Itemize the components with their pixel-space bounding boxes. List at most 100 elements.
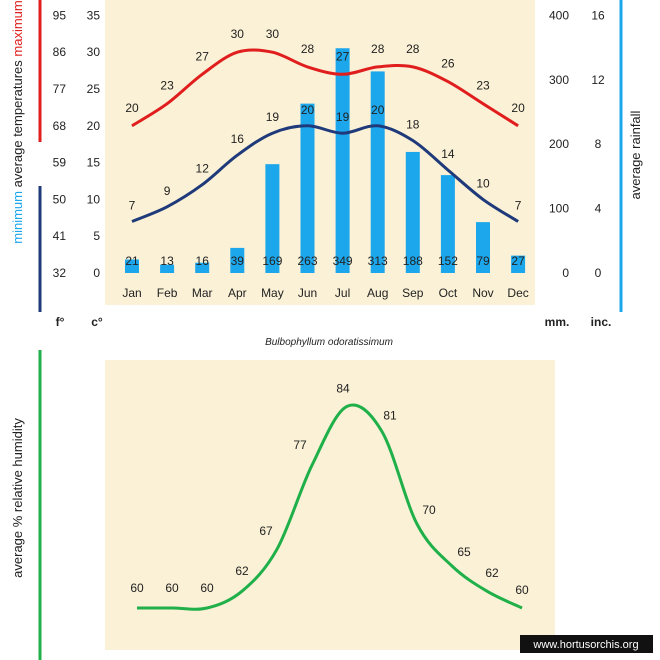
rainfall-bar — [440, 175, 455, 273]
humidity-value-label: 67 — [259, 524, 273, 538]
rainfall-bar — [195, 262, 210, 273]
max-temp-label: 30 — [231, 27, 245, 41]
humidity-series: 60 60 60 62 67 77 84 81 70 65 62 60 — [130, 381, 529, 611]
rainfall-value-label: 21 — [125, 254, 139, 268]
rainfall-value-label: 188 — [403, 254, 423, 268]
watermark: www.hortusorchis.org — [532, 639, 638, 651]
celsius-tick-label: 30 — [87, 45, 101, 59]
max-temp-label: 20 — [511, 101, 525, 115]
humidity-value-label: 62 — [235, 564, 249, 578]
month-label: Jun — [298, 286, 317, 300]
min-temp-label: 18 — [406, 118, 420, 132]
rainfall-bar — [476, 222, 490, 273]
min-temp-label: 7 — [129, 198, 136, 212]
month-label: Sep — [402, 286, 424, 300]
mm-tick-label: 300 — [549, 73, 569, 87]
max-temp-label: 28 — [371, 42, 385, 56]
rainfall-value-label: 27 — [511, 254, 525, 268]
humidity-value-label: 81 — [383, 409, 397, 423]
humidity-value-label: 60 — [130, 581, 144, 595]
min-temp-label: 20 — [301, 103, 315, 117]
rainfall-axis-title: average rainfall — [628, 110, 643, 199]
fahrenheit-tick-label: 32 — [53, 266, 67, 280]
max-temp-label: 26 — [441, 57, 455, 71]
rainfall-value-label: 79 — [476, 254, 490, 268]
month-label: Mar — [192, 286, 213, 300]
celsius-tick-label: 35 — [87, 8, 101, 22]
month-label: Dec — [507, 286, 528, 300]
rainfall-bar — [125, 259, 139, 273]
min-temp-label: 7 — [515, 198, 522, 212]
min-temp-label: 14 — [441, 147, 455, 161]
min-temp-label: 16 — [231, 132, 245, 146]
celsius-tick-label: 25 — [87, 82, 101, 96]
month-label: Jan — [122, 286, 141, 300]
rainfall-value-label: 263 — [297, 254, 317, 268]
temperature-axis-title: minimum average temperatures maximum — [10, 0, 25, 244]
inch-tick-label: 4 — [595, 202, 602, 216]
humidity-value-label: 60 — [515, 583, 529, 597]
rainfall-value-label: 349 — [333, 254, 353, 268]
rainfall-value-label: 39 — [231, 254, 245, 268]
fahrenheit-tick-label: 77 — [53, 82, 67, 96]
fahrenheit-tick-label: 41 — [53, 229, 67, 243]
maximum-temperature-line — [131, 48, 519, 128]
rainfall-bar — [370, 71, 385, 273]
month-label: Oct — [439, 286, 458, 300]
fahrenheit-tick-label: 68 — [53, 119, 67, 133]
max-temp-label: 28 — [301, 42, 315, 56]
celsius-tick-label: 0 — [93, 266, 100, 280]
rainfall-bar — [160, 264, 175, 273]
max-temp-label: 27 — [336, 49, 350, 63]
mm-tick-label: 400 — [549, 8, 569, 22]
month-label: Aug — [367, 286, 388, 300]
rainfall-bars — [125, 48, 526, 274]
mm-unit-label: mm. — [545, 315, 570, 329]
fahrenheit-tick-label: 95 — [53, 8, 67, 22]
celsius-tick-label: 5 — [93, 229, 100, 243]
mm-tick-label: 100 — [549, 202, 569, 216]
rainfall-bar — [405, 151, 420, 273]
rainfall-bar — [335, 48, 350, 273]
max-temp-label: 30 — [266, 27, 280, 41]
axes: 0510152025303532415059687786950100200300… — [38, 0, 623, 660]
rainfall-bar — [300, 103, 315, 274]
max-temp-label: 23 — [160, 79, 174, 93]
month-label: May — [261, 286, 284, 300]
humidity-value-label: 84 — [336, 381, 350, 395]
humidity-value-label: 65 — [457, 545, 471, 559]
mm-tick-label: 0 — [562, 266, 569, 280]
min-temp-label: 19 — [336, 110, 350, 124]
inch-tick-label: 0 — [595, 266, 602, 280]
humidity-value-label: 77 — [293, 438, 307, 452]
inch-tick-label: 16 — [591, 8, 605, 22]
inch-unit-label: inc. — [591, 315, 612, 329]
inch-tick-label: 12 — [591, 73, 605, 87]
max-temp-label: 27 — [196, 49, 210, 63]
min-temp-label: 19 — [266, 110, 280, 124]
species-name: Bulbophyllum odoratissimum — [265, 337, 393, 348]
rainfall-value-label: 152 — [438, 254, 458, 268]
humidity-line — [136, 403, 523, 611]
month-label: Nov — [472, 286, 493, 300]
rainfall-value-label: 13 — [160, 254, 174, 268]
fahrenheit-tick-label: 86 — [53, 45, 67, 59]
humidity-value-label: 60 — [165, 581, 179, 595]
rainfall-bar — [265, 164, 280, 273]
celsius-tick-label: 20 — [87, 119, 101, 133]
min-temp-label: 20 — [371, 103, 385, 117]
inch-tick-label: 8 — [595, 137, 602, 151]
max-temp-label: 28 — [406, 42, 420, 56]
humidity-axis-title: average % relative humidity — [10, 418, 25, 578]
fahrenheit-tick-label: 59 — [53, 156, 67, 170]
celsius-unit-label: c° — [91, 315, 103, 329]
rainfall-value-label: 16 — [196, 254, 210, 268]
humidity-value-label: 60 — [200, 581, 214, 595]
minimum-label: minimum — [10, 191, 25, 244]
watermark-background — [520, 635, 653, 653]
max-temp-label: 20 — [125, 101, 139, 115]
humidity-value-label: 62 — [485, 566, 499, 580]
average-temperatures-label: average temperatures — [10, 60, 25, 188]
fahrenheit-tick-label: 50 — [53, 192, 67, 206]
